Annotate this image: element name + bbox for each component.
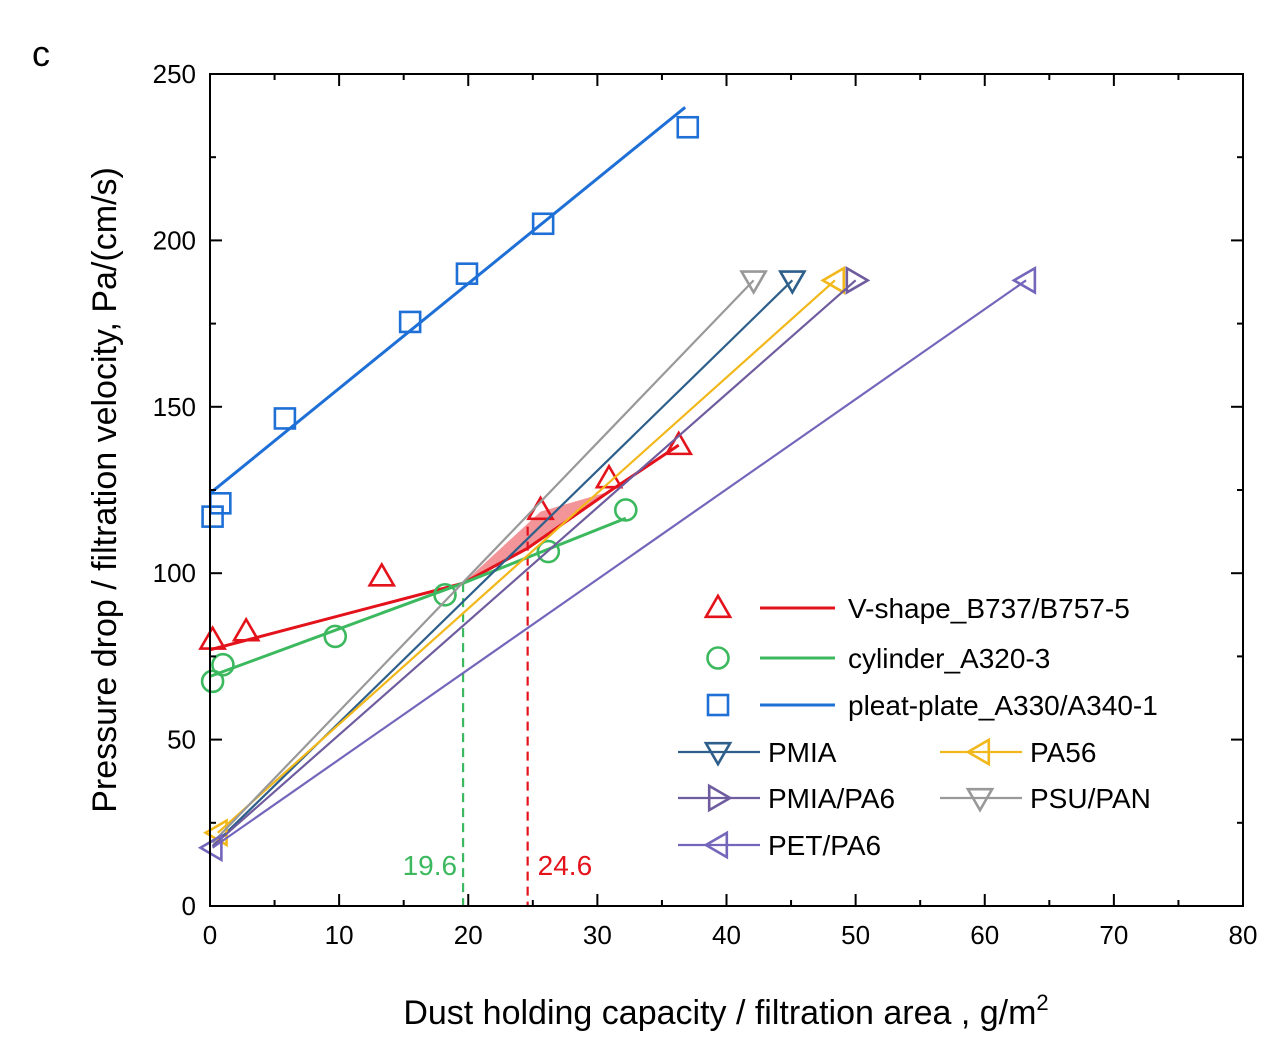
legend-entry: cylinder_A320-3: [706, 643, 1050, 674]
y-tick-label: 100: [153, 558, 196, 588]
x-tick-label: 50: [841, 920, 870, 950]
y-tick-label: 250: [153, 59, 196, 89]
x-tick-label: 40: [712, 920, 741, 950]
annotation-label: 24.6: [538, 850, 593, 881]
data-point: [664, 430, 694, 456]
x-tick-label: 30: [583, 920, 612, 950]
y-axis-title: Pressure drop / filtration velocity, Pa/…: [86, 167, 124, 813]
data-point: [200, 669, 225, 694]
y-tick-label: 0: [182, 891, 196, 921]
data-point: [536, 539, 561, 564]
x-tick-label: 0: [203, 920, 217, 950]
data-point: [367, 561, 397, 587]
data-point: [531, 212, 555, 236]
x-tick-label: 70: [1099, 920, 1128, 950]
legend-entry: PA56: [940, 737, 1096, 768]
x-axis-title: Dust holding capacity / filtration area …: [403, 990, 1048, 1032]
series-4: [203, 265, 846, 848]
y-tick-label: 50: [167, 725, 196, 755]
x-axis-title-text: Dust holding capacity / filtration area …: [403, 994, 1036, 1032]
legend-marker: [707, 783, 733, 813]
series-fit-line: [217, 279, 836, 834]
data-point: [273, 407, 297, 430]
data-point: [455, 262, 479, 285]
data-point: [777, 270, 807, 296]
legend-entry: PMIA: [678, 737, 837, 768]
data-point: [613, 498, 638, 522]
legend-label: PMIA: [768, 737, 837, 768]
data-point: [820, 265, 846, 295]
data-point: [676, 115, 700, 139]
series-fit-line: [211, 279, 755, 844]
series-fit-line: [211, 279, 1027, 849]
data-point: [231, 616, 261, 642]
y-tick-label: 200: [153, 225, 196, 255]
series-5: [211, 265, 871, 847]
legend-marker: [703, 741, 733, 767]
legend-marker: [703, 830, 729, 860]
series-6: [211, 270, 768, 844]
x-tick-label: 20: [454, 920, 483, 950]
legend-label: V-shape_B737/B757-5: [848, 593, 1130, 624]
legend-entry: V-shape_B737/B757-5: [703, 593, 1130, 624]
data-point: [323, 624, 348, 649]
data-point: [198, 625, 227, 650]
series-2: [201, 106, 700, 528]
legend-label: pleat-plate_A330/A340-1: [848, 690, 1158, 721]
panel-label: c: [32, 33, 50, 74]
data-point: [201, 505, 224, 528]
legend-label: cylinder_A320-3: [848, 643, 1050, 674]
series-fit-line: [211, 279, 794, 847]
axis-ticks: 0 10 20 30 40 50 60 70 80 0 50 100 150 200 250: [153, 59, 1258, 950]
legend-entry: pleat-plate_A330/A340-1: [706, 690, 1158, 721]
legend-marker: [706, 693, 730, 717]
data-point: [209, 492, 232, 515]
legend: V-shape_B737/B757-5 cylinder_A320-3 pleat-…: [678, 593, 1158, 861]
data-point: [398, 310, 422, 334]
legend-label: PSU/PAN: [1030, 783, 1151, 814]
x-tick-label: 60: [970, 920, 999, 950]
y-tick-label: 150: [153, 392, 196, 422]
data-point: [739, 270, 768, 296]
legend-marker: [965, 787, 995, 813]
series-fit-line: [211, 279, 857, 847]
data-point: [211, 652, 235, 677]
legend-marker: [965, 737, 991, 767]
data-point: [433, 583, 457, 607]
legend-label: PA56: [1030, 737, 1096, 768]
annotation-label: 19.6: [403, 850, 458, 881]
legend-entry: PET/PA6: [678, 830, 881, 861]
x-tick-label: 10: [325, 920, 354, 950]
x-tick-label: 80: [1229, 920, 1258, 950]
data-point: [845, 265, 871, 295]
legend-entry: PSU/PAN: [940, 783, 1151, 814]
series-fit-line: [209, 106, 687, 495]
legend-label: PMIA/PA6: [768, 783, 895, 814]
legend-marker: [706, 646, 730, 670]
series-7: [197, 265, 1037, 863]
legend-entry: PMIA/PA6: [678, 783, 895, 814]
data-point: [1011, 265, 1037, 295]
legend-marker: [703, 593, 733, 619]
x-axis-title-superscript: 2: [1036, 990, 1048, 1015]
plot-area: 19.6 24.6: [197, 106, 1037, 906]
legend-label: PET/PA6: [768, 830, 881, 861]
